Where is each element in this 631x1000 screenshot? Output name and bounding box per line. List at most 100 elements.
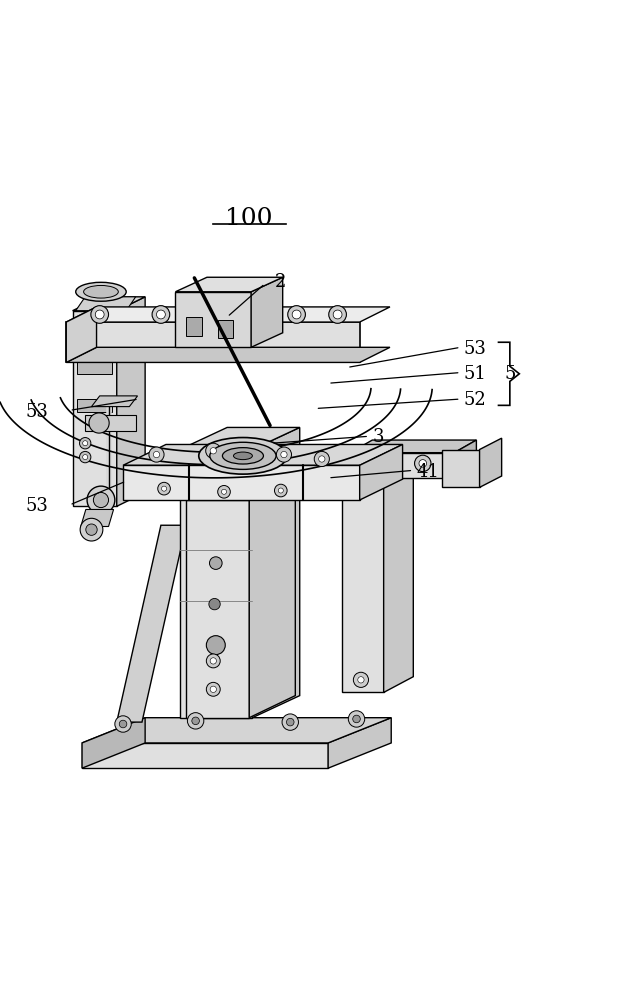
Text: 5: 5 — [505, 365, 516, 383]
Ellipse shape — [84, 285, 119, 298]
Circle shape — [333, 310, 342, 319]
Circle shape — [210, 448, 216, 454]
Circle shape — [276, 447, 292, 462]
Polygon shape — [252, 427, 300, 718]
Text: 53: 53 — [25, 497, 48, 515]
Circle shape — [282, 714, 298, 730]
Polygon shape — [117, 297, 145, 506]
Circle shape — [292, 310, 301, 319]
Circle shape — [206, 654, 220, 668]
Circle shape — [415, 455, 431, 472]
Polygon shape — [85, 415, 136, 431]
Polygon shape — [123, 465, 360, 500]
Circle shape — [221, 489, 227, 494]
Ellipse shape — [209, 442, 276, 469]
Polygon shape — [480, 438, 502, 487]
Polygon shape — [77, 399, 112, 412]
Polygon shape — [342, 462, 384, 692]
Polygon shape — [175, 277, 283, 292]
Polygon shape — [342, 446, 413, 462]
Text: 51: 51 — [464, 365, 487, 383]
Text: 53: 53 — [464, 340, 487, 358]
Polygon shape — [328, 718, 391, 768]
Circle shape — [274, 484, 287, 497]
Polygon shape — [442, 450, 480, 487]
Polygon shape — [175, 292, 251, 347]
Circle shape — [358, 677, 364, 683]
Circle shape — [348, 711, 365, 727]
Polygon shape — [186, 317, 202, 336]
Circle shape — [93, 492, 109, 508]
Polygon shape — [180, 450, 252, 718]
Text: 53: 53 — [25, 403, 48, 421]
Circle shape — [83, 441, 88, 446]
Circle shape — [80, 438, 91, 449]
Text: 100: 100 — [225, 207, 273, 230]
Circle shape — [218, 485, 230, 498]
Polygon shape — [66, 307, 390, 322]
Circle shape — [87, 486, 115, 514]
Circle shape — [288, 306, 305, 323]
Circle shape — [329, 306, 346, 323]
Polygon shape — [91, 396, 138, 407]
Circle shape — [89, 413, 109, 433]
Ellipse shape — [233, 452, 252, 460]
Circle shape — [95, 310, 104, 319]
Polygon shape — [66, 347, 390, 362]
Polygon shape — [76, 297, 136, 311]
Circle shape — [278, 488, 283, 493]
Polygon shape — [454, 440, 476, 478]
Ellipse shape — [223, 448, 264, 464]
Circle shape — [86, 524, 97, 535]
Circle shape — [149, 447, 164, 462]
Polygon shape — [350, 453, 454, 478]
Polygon shape — [350, 440, 476, 453]
Text: 41: 41 — [416, 463, 439, 481]
Polygon shape — [73, 297, 145, 311]
Circle shape — [353, 672, 369, 687]
Circle shape — [153, 451, 160, 458]
Ellipse shape — [199, 438, 287, 474]
Circle shape — [206, 636, 225, 655]
Circle shape — [119, 720, 127, 728]
Circle shape — [162, 486, 167, 491]
Polygon shape — [81, 509, 114, 527]
Circle shape — [158, 482, 170, 495]
Circle shape — [206, 443, 221, 458]
Circle shape — [281, 451, 287, 458]
Polygon shape — [66, 322, 360, 362]
Circle shape — [187, 713, 204, 729]
Circle shape — [152, 306, 170, 323]
Polygon shape — [82, 718, 145, 768]
Circle shape — [115, 716, 131, 732]
Circle shape — [314, 451, 329, 467]
Circle shape — [91, 306, 109, 323]
Circle shape — [209, 598, 220, 610]
Circle shape — [210, 658, 216, 664]
Circle shape — [353, 715, 360, 723]
Polygon shape — [249, 480, 295, 718]
Polygon shape — [66, 307, 97, 362]
Text: 2: 2 — [274, 273, 286, 291]
Polygon shape — [77, 361, 112, 374]
Circle shape — [83, 455, 88, 460]
Polygon shape — [180, 427, 300, 450]
Polygon shape — [82, 743, 328, 768]
Polygon shape — [117, 525, 186, 722]
Circle shape — [80, 518, 103, 541]
Text: 52: 52 — [464, 391, 487, 409]
Circle shape — [319, 456, 325, 462]
Circle shape — [210, 686, 216, 692]
Polygon shape — [82, 718, 391, 743]
Polygon shape — [218, 320, 233, 338]
Circle shape — [286, 718, 294, 726]
Circle shape — [80, 451, 91, 463]
Polygon shape — [186, 500, 249, 718]
Circle shape — [419, 460, 427, 467]
Polygon shape — [360, 444, 403, 500]
Text: 3: 3 — [372, 428, 384, 446]
Circle shape — [206, 682, 220, 696]
Polygon shape — [384, 446, 413, 692]
Circle shape — [192, 717, 199, 725]
Polygon shape — [251, 277, 283, 347]
